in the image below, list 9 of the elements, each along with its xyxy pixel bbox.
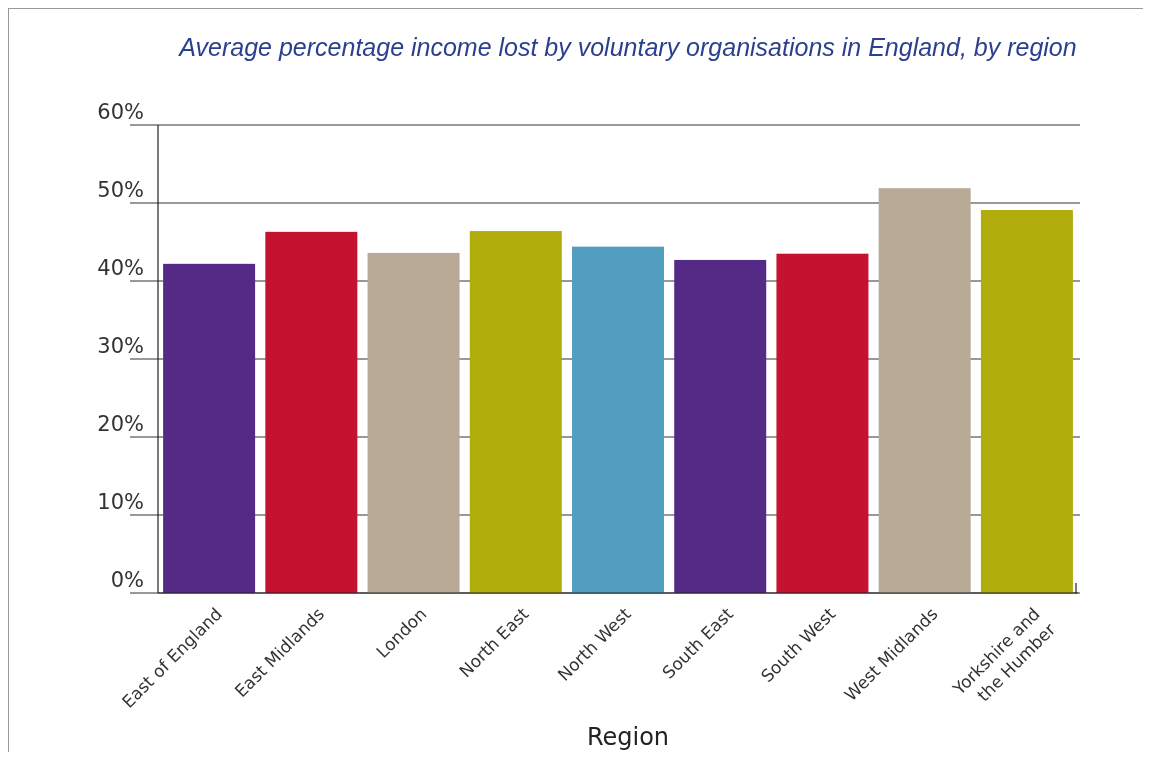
x-axis-title: Region (586, 723, 670, 751)
y-tick-label: 10% (97, 490, 144, 514)
y-tick-label: 40% (97, 256, 144, 280)
y-tick-label: 30% (97, 334, 144, 358)
chart-title: Average percentage income lost by voluntary organisations in England, by region (177, 33, 1077, 61)
y-tick-label: 60% (97, 100, 144, 124)
y-tick-label: 20% (97, 412, 144, 436)
y-tick-label: 50% (97, 178, 144, 202)
y-tick-label: 0% (110, 568, 144, 592)
